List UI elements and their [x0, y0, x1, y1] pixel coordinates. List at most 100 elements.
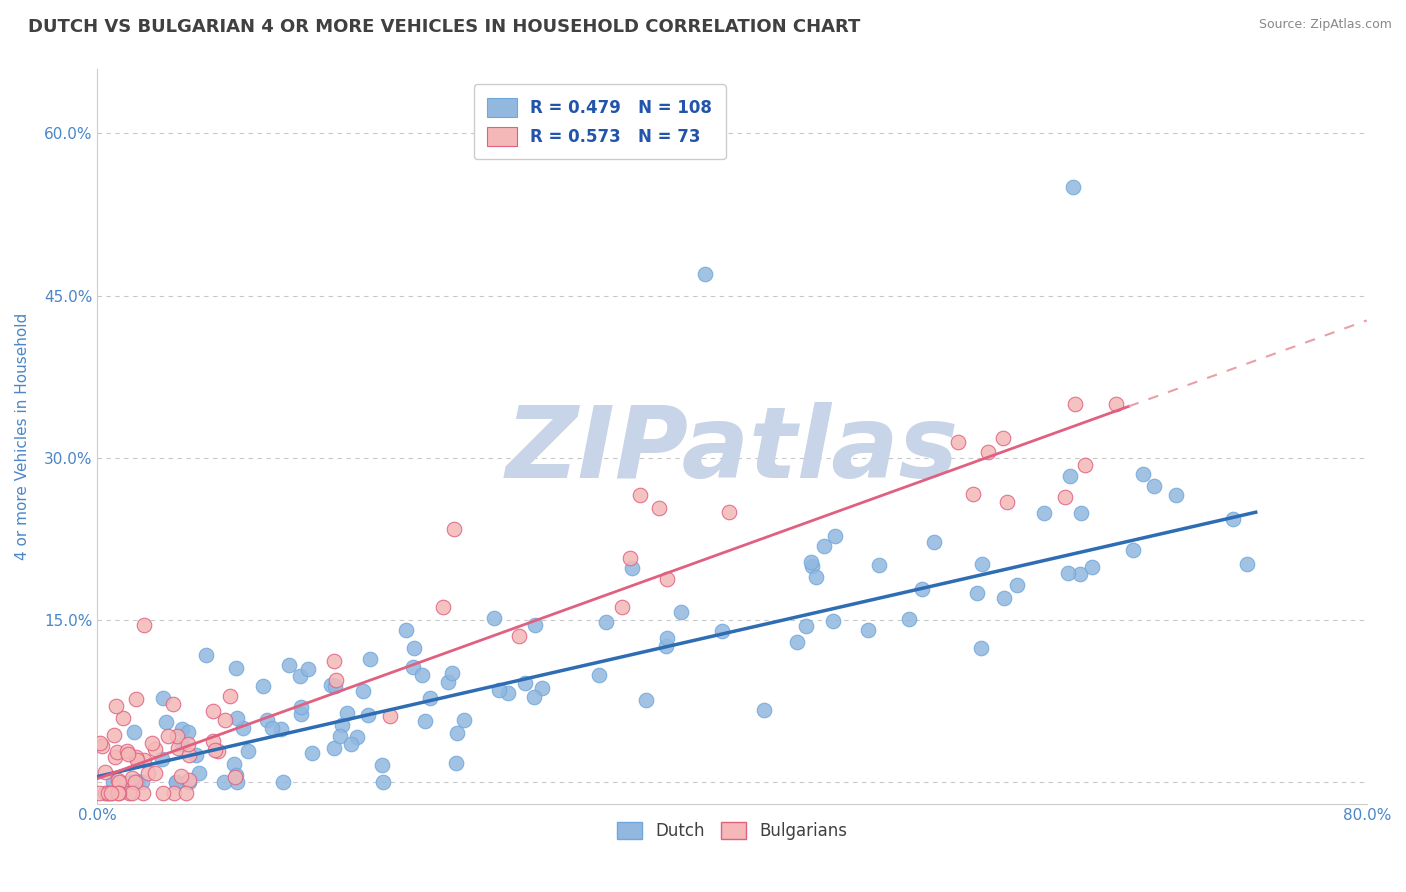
Point: [453, 714, 475, 728]
Point: [167, 740, 190, 755]
Point: [1236, 558, 1258, 572]
Point: [204, 742, 226, 756]
Point: [432, 600, 454, 615]
Point: [170, 737, 193, 751]
Point: [225, 775, 247, 789]
Point: [1070, 506, 1092, 520]
Point: [271, 775, 294, 789]
Point: [214, 713, 236, 727]
Point: [524, 617, 547, 632]
Point: [868, 558, 890, 573]
Point: [165, 775, 187, 789]
Point: [402, 660, 425, 674]
Point: [1132, 467, 1154, 482]
Point: [799, 555, 821, 569]
Point: [1222, 512, 1244, 526]
Point: [91, 739, 114, 753]
Point: [177, 725, 200, 739]
Point: [125, 750, 148, 764]
Point: [121, 772, 143, 786]
Point: [184, 747, 207, 762]
Point: [443, 522, 465, 536]
Point: [1059, 469, 1081, 483]
Y-axis label: 4 or more Vehicles in Household: 4 or more Vehicles in Household: [15, 312, 30, 559]
Point: [141, 736, 163, 750]
Point: [1064, 397, 1087, 411]
Point: [1122, 543, 1144, 558]
Point: [89, 786, 111, 800]
Point: [163, 786, 186, 800]
Point: [911, 582, 934, 596]
Point: [993, 431, 1015, 445]
Point: [107, 786, 129, 800]
Point: [177, 747, 200, 762]
Point: [170, 769, 193, 783]
Point: [329, 729, 352, 743]
Point: [166, 729, 188, 743]
Point: [107, 775, 129, 789]
Point: [648, 501, 671, 516]
Point: [1104, 397, 1126, 411]
Legend: R = 0.479   N = 108, R = 0.573   N = 73: R = 0.479 N = 108, R = 0.573 N = 73: [474, 84, 725, 160]
Point: [179, 775, 201, 789]
Point: [395, 624, 418, 638]
Text: Source: ZipAtlas.com: Source: ZipAtlas.com: [1258, 18, 1392, 31]
Point: [118, 786, 141, 800]
Point: [786, 635, 808, 649]
Point: [523, 690, 546, 704]
Point: [1081, 560, 1104, 574]
Point: [970, 557, 993, 571]
Point: [100, 786, 122, 800]
Point: [619, 551, 641, 566]
Point: [402, 641, 425, 656]
Point: [219, 690, 242, 704]
Point: [332, 718, 354, 732]
Point: [628, 488, 651, 502]
Point: [155, 714, 177, 729]
Point: [1074, 458, 1097, 473]
Point: [224, 770, 246, 784]
Point: [252, 679, 274, 693]
Point: [290, 700, 312, 714]
Point: [588, 667, 610, 681]
Point: [157, 729, 180, 743]
Point: [143, 742, 166, 756]
Point: [813, 539, 835, 553]
Point: [352, 683, 374, 698]
Point: [993, 591, 1015, 605]
Point: [946, 434, 969, 449]
Point: [794, 619, 817, 633]
Point: [214, 775, 236, 789]
Point: [1005, 578, 1028, 592]
Point: [194, 648, 217, 663]
Point: [104, 749, 127, 764]
Point: [856, 623, 879, 637]
Point: [225, 661, 247, 675]
Point: [419, 691, 441, 706]
Point: [413, 714, 436, 728]
Point: [170, 722, 193, 736]
Point: [1056, 566, 1078, 581]
Point: [127, 774, 149, 789]
Point: [346, 730, 368, 744]
Point: [513, 676, 536, 690]
Point: [711, 624, 734, 639]
Point: [117, 747, 139, 761]
Point: [134, 617, 156, 632]
Point: [107, 772, 129, 787]
Point: [962, 487, 984, 501]
Point: [297, 662, 319, 676]
Point: [103, 727, 125, 741]
Point: [325, 673, 347, 687]
Point: [94, 764, 117, 779]
Point: [357, 708, 380, 723]
Point: [610, 599, 633, 614]
Point: [1069, 566, 1091, 581]
Point: [136, 766, 159, 780]
Point: [101, 775, 124, 789]
Point: [488, 683, 510, 698]
Point: [669, 605, 692, 619]
Point: [127, 753, 149, 767]
Point: [371, 758, 394, 772]
Point: [336, 706, 359, 721]
